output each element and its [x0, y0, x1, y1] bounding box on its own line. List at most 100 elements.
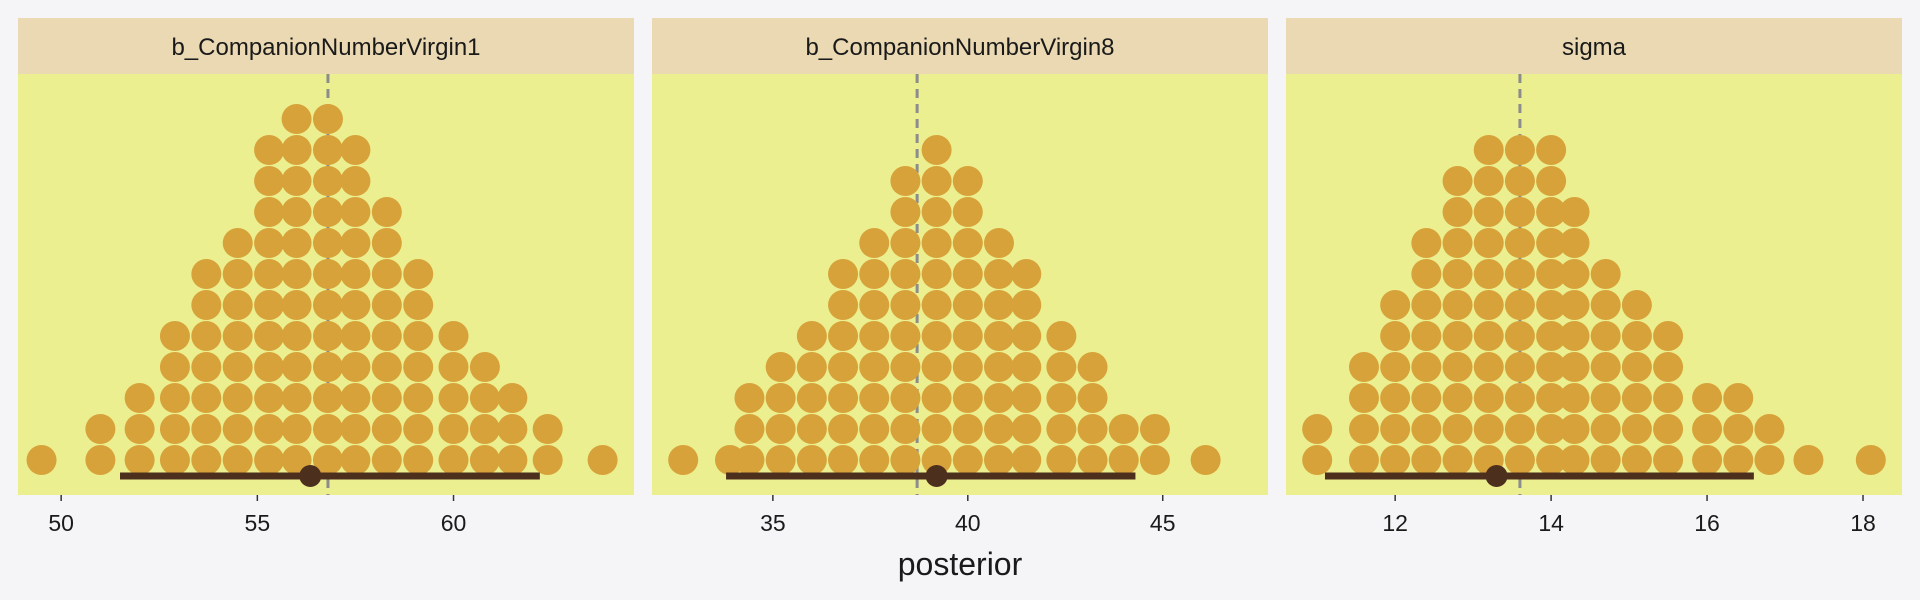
- dot: [85, 445, 116, 475]
- dot: [1380, 352, 1411, 382]
- dot: [1139, 414, 1170, 444]
- dot: [1504, 321, 1535, 351]
- dot: [340, 321, 371, 351]
- dot: [497, 445, 528, 475]
- dot: [796, 352, 827, 382]
- dot: [890, 383, 921, 413]
- dot: [281, 383, 312, 413]
- dot: [1692, 445, 1723, 475]
- dot: [828, 414, 859, 444]
- dot: [1442, 166, 1473, 196]
- dot: [1302, 445, 1333, 475]
- dot: [1653, 414, 1684, 444]
- dot: [765, 383, 796, 413]
- dot: [1653, 445, 1684, 475]
- dot: [438, 383, 469, 413]
- dot: [983, 352, 1014, 382]
- dot: [921, 228, 952, 258]
- dot: [1590, 259, 1621, 289]
- dot: [734, 414, 765, 444]
- dot: [1692, 414, 1723, 444]
- dot: [828, 383, 859, 413]
- dot: [1442, 352, 1473, 382]
- dot: [921, 290, 952, 320]
- dot: [1653, 321, 1684, 351]
- dot: [921, 321, 952, 351]
- dot: [222, 290, 253, 320]
- dot: [124, 445, 155, 475]
- dot: [1411, 383, 1442, 413]
- dot: [1348, 352, 1379, 382]
- dot: [281, 228, 312, 258]
- dot: [1504, 259, 1535, 289]
- dot: [254, 259, 285, 289]
- dot: [254, 166, 285, 196]
- dot: [921, 445, 952, 475]
- dot: [1504, 352, 1535, 382]
- dot: [1559, 383, 1590, 413]
- dot: [191, 352, 222, 382]
- dot: [952, 197, 983, 227]
- dot: [1380, 445, 1411, 475]
- dot: [1723, 445, 1754, 475]
- dot: [796, 383, 827, 413]
- dot: [1108, 414, 1139, 444]
- dot: [312, 445, 343, 475]
- dot: [1590, 290, 1621, 320]
- dot: [1411, 228, 1442, 258]
- dot: [1011, 352, 1042, 382]
- facet-panel-2: b_CompanionNumberVirgin8 35 40 45: [652, 18, 1268, 536]
- dot: [340, 135, 371, 165]
- dot: [952, 445, 983, 475]
- dot: [765, 414, 796, 444]
- dot: [1536, 259, 1567, 289]
- dot: [340, 445, 371, 475]
- dot: [983, 228, 1014, 258]
- dot: [222, 259, 253, 289]
- dot: [952, 352, 983, 382]
- dot: [921, 383, 952, 413]
- x-tick-label: 16: [1694, 510, 1720, 536]
- dot: [983, 414, 1014, 444]
- dot: [1536, 445, 1567, 475]
- dot: [734, 445, 765, 475]
- dot: [859, 383, 890, 413]
- dot: [1536, 290, 1567, 320]
- dot: [1011, 290, 1042, 320]
- dot: [921, 259, 952, 289]
- facet-strip: [18, 18, 634, 74]
- dot: [1559, 445, 1590, 475]
- facet-strip: [652, 18, 1268, 74]
- dot: [1536, 383, 1567, 413]
- dot: [765, 352, 796, 382]
- dot: [1621, 383, 1652, 413]
- dot: [497, 414, 528, 444]
- dot: [1380, 290, 1411, 320]
- dot: [371, 445, 402, 475]
- dot: [921, 414, 952, 444]
- dot: [734, 383, 765, 413]
- dot: [281, 259, 312, 289]
- dot: [312, 321, 343, 351]
- dot: [532, 414, 563, 444]
- dot: [1473, 135, 1504, 165]
- dot: [1302, 414, 1333, 444]
- dot: [1692, 383, 1723, 413]
- dot: [371, 290, 402, 320]
- dot: [403, 290, 434, 320]
- facet-title: b_CompanionNumberVirgin1: [171, 34, 480, 61]
- dot: [469, 383, 500, 413]
- dot: [281, 290, 312, 320]
- dot: [1011, 321, 1042, 351]
- dot: [1621, 321, 1652, 351]
- dot: [890, 228, 921, 258]
- dot: [1442, 290, 1473, 320]
- dot: [254, 321, 285, 351]
- dot: [312, 166, 343, 196]
- dot: [403, 259, 434, 289]
- dot: [1473, 228, 1504, 258]
- dot: [1504, 166, 1535, 196]
- dot: [952, 383, 983, 413]
- dot: [1590, 383, 1621, 413]
